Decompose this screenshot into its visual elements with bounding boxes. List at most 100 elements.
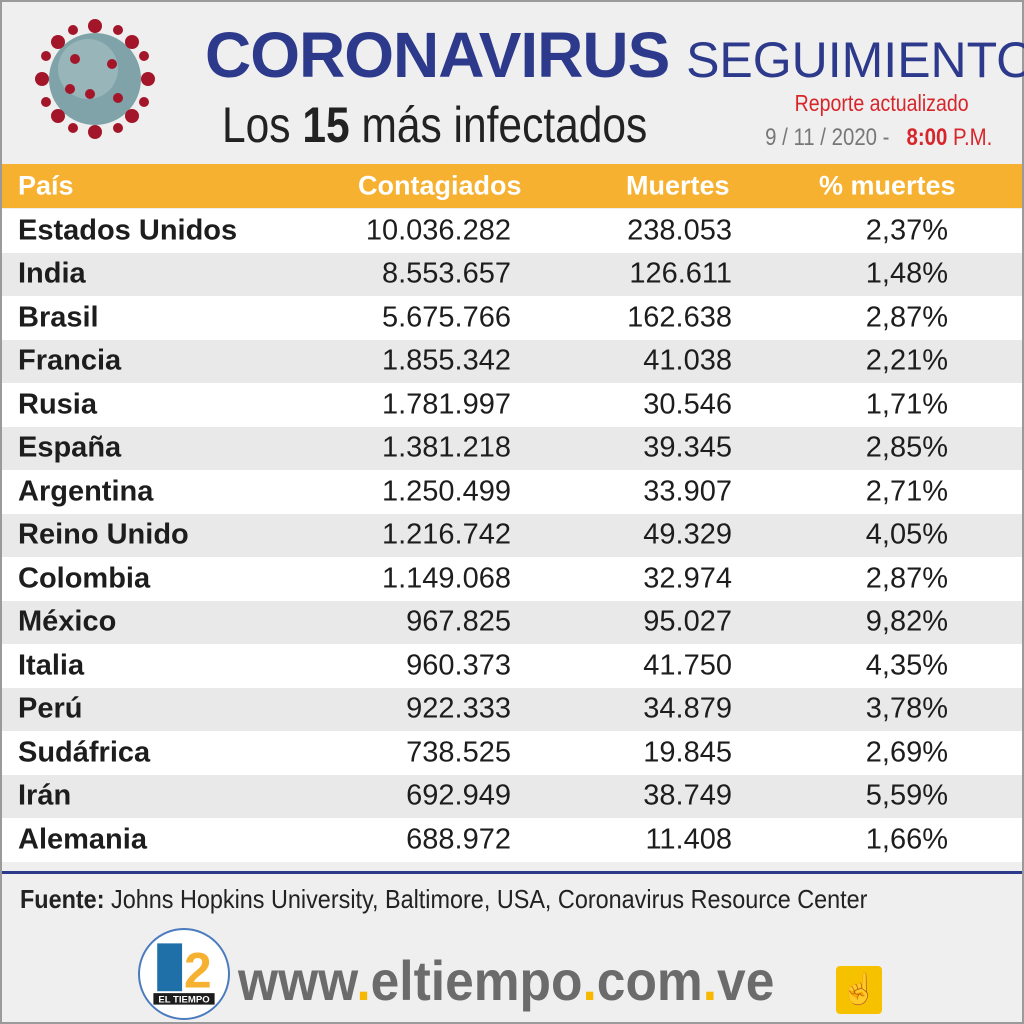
infected-cell: 692.949 xyxy=(406,779,511,812)
url-part: eltiempo xyxy=(370,949,583,1012)
table-row: Reino Unido 1.216.742 49.329 4,05% xyxy=(2,513,1022,557)
country-cell: Perú xyxy=(18,692,83,725)
country-cell: Italia xyxy=(18,649,85,682)
country-cell: México xyxy=(18,605,117,638)
deaths-cell: 34.879 xyxy=(643,692,732,725)
column-header: País xyxy=(18,170,74,201)
deaths-cell: 19.845 xyxy=(643,736,732,769)
country-cell: Argentina xyxy=(18,475,154,508)
death-rate-cell: 2,85% xyxy=(865,431,948,464)
title-bold: Coronavirus xyxy=(205,19,670,91)
death-rate-cell: 2,37% xyxy=(865,214,948,247)
infected-cell: 960.373 xyxy=(406,649,511,682)
infected-cell: 1.216.742 xyxy=(381,518,511,551)
table-row: Alemania 688.972 11.408 1,66% xyxy=(2,818,1022,862)
deaths-cell: 162.638 xyxy=(627,301,732,334)
source-text: Johns Hopkins University, Baltimore, USA… xyxy=(111,884,868,914)
deaths-cell: 30.546 xyxy=(643,388,732,421)
death-rate-cell: 5,59% xyxy=(865,779,948,812)
death-rate-cell: 2,87% xyxy=(865,562,948,595)
infected-cell: 1.250.499 xyxy=(381,475,511,508)
source-label: Fuente: xyxy=(20,884,105,914)
deaths-cell: 41.750 xyxy=(643,649,732,682)
table-row: Francia 1.855.342 41.038 2,21% xyxy=(2,339,1022,383)
deaths-cell: 32.974 xyxy=(643,562,732,595)
column-header: Muertes xyxy=(626,170,730,201)
url-part: www xyxy=(238,949,357,1012)
deaths-cell: 95.027 xyxy=(643,605,732,638)
subtitle: Los 15 más infectados xyxy=(222,96,647,154)
subtitle-prefix: Los xyxy=(222,97,291,153)
url-part: ve xyxy=(717,949,775,1012)
table-body: Estados Unidos 10.036.282 238.053 2,37% Indi… xyxy=(2,209,1022,862)
deaths-cell: 126.611 xyxy=(629,257,732,290)
country-cell: India xyxy=(18,257,86,290)
country-cell: Irán xyxy=(18,779,72,812)
column-header: % muertes xyxy=(819,170,956,201)
deaths-cell: 38.749 xyxy=(643,779,732,812)
table-row: Sudáfrica 738.525 19.845 2,69% xyxy=(2,731,1022,775)
table-row: Italia 960.373 41.750 4,35% xyxy=(2,644,1022,688)
country-cell: Alemania xyxy=(18,823,147,856)
table-row: India 8.553.657 126.611 1,48% xyxy=(2,252,1022,296)
table-row: España 1.381.218 39.345 2,85% xyxy=(2,426,1022,470)
column-header: Contagiados xyxy=(358,170,522,201)
report-date: 9 / 11 / 2020 - 8:00 P.M. xyxy=(765,124,992,152)
country-cell: Brasil xyxy=(18,301,99,334)
table-row: Rusia 1.781.997 30.546 1,71% xyxy=(2,383,1022,427)
el-tiempo-logo: 2 EL TIEMPO xyxy=(138,928,230,1020)
death-rate-cell: 2,69% xyxy=(865,736,948,769)
country-cell: Rusia xyxy=(18,388,97,421)
infected-cell: 1.855.342 xyxy=(381,344,511,377)
infected-cell: 8.553.657 xyxy=(381,257,511,290)
table-row: Irán 692.949 38.749 5,59% xyxy=(2,774,1022,818)
svg-text:EL TIEMPO: EL TIEMPO xyxy=(158,995,210,1006)
subtitle-number: 15 xyxy=(302,97,350,153)
deaths-cell: 238.053 xyxy=(627,214,732,247)
death-rate-cell: 1,66% xyxy=(865,823,948,856)
deaths-cell: 11.408 xyxy=(645,823,732,856)
infected-cell: 1.781.997 xyxy=(381,388,511,421)
url-part: com xyxy=(596,949,703,1012)
table-row: Perú 922.333 34.879 3,78% xyxy=(2,687,1022,731)
country-cell: Sudáfrica xyxy=(18,736,151,769)
title-light: SEGUIMIENTO xyxy=(686,32,1024,88)
table-row: Brasil 5.675.766 162.638 2,87% xyxy=(2,296,1022,340)
death-rate-cell: 2,71% xyxy=(865,475,948,508)
url-dot: . xyxy=(582,949,597,1012)
table-row: Colombia 1.149.068 32.974 2,87% xyxy=(2,557,1022,601)
death-rate-cell: 9,82% xyxy=(865,605,948,638)
death-rate-cell: 1,71% xyxy=(865,388,948,421)
infected-cell: 922.333 xyxy=(406,692,511,725)
hand-pointer-icon: ☝ xyxy=(836,966,882,1014)
death-rate-cell: 2,87% xyxy=(865,301,948,334)
infected-cell: 1.381.218 xyxy=(381,431,511,464)
date-text: 9 / 11 / 2020 - xyxy=(764,124,890,151)
death-rate-cell: 4,35% xyxy=(865,649,948,682)
source-note: Fuente: Johns Hopkins University, Baltim… xyxy=(20,884,867,915)
death-rate-cell: 1,48% xyxy=(865,257,948,290)
table-row: México 967.825 95.027 9,82% xyxy=(2,600,1022,644)
deaths-cell: 39.345 xyxy=(643,431,732,464)
country-cell: Estados Unidos xyxy=(18,214,238,247)
infected-cell: 5.675.766 xyxy=(381,301,511,334)
death-rate-cell: 4,05% xyxy=(865,518,948,551)
table-header: País Contagiados Muertes % muertes xyxy=(2,164,1022,208)
death-rate-cell: 2,21% xyxy=(865,344,948,377)
country-cell: Colombia xyxy=(18,562,151,595)
infected-cell: 738.525 xyxy=(406,736,511,769)
time-suffix: P.M. xyxy=(952,124,992,151)
time-text: 8:00 xyxy=(906,124,948,151)
country-cell: Reino Unido xyxy=(18,518,189,551)
deaths-cell: 33.907 xyxy=(643,475,732,508)
table-row: Estados Unidos 10.036.282 238.053 2,37% xyxy=(2,209,1022,253)
infected-cell: 10.036.282 xyxy=(365,214,511,247)
deaths-cell: 49.329 xyxy=(643,518,732,551)
website-url[interactable]: www.eltiempo.com.ve xyxy=(238,948,774,1013)
page-title: Coronavirus SEGUIMIENTO xyxy=(205,18,1024,92)
url-dot: . xyxy=(702,949,718,1012)
coronavirus-illustration-icon xyxy=(35,19,155,139)
table-row: Argentina 1.250.499 33.907 2,71% xyxy=(2,470,1022,514)
deaths-cell: 41.038 xyxy=(643,344,732,377)
